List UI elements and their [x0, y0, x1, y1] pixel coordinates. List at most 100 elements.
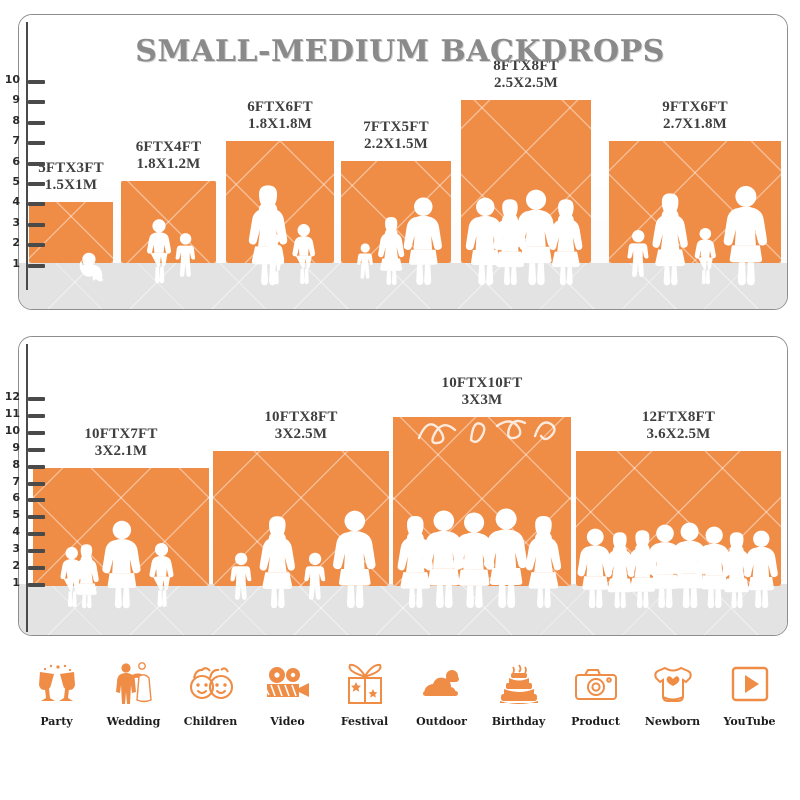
backdrop-size-bar: [609, 140, 781, 285]
y-axis-tick: [28, 549, 45, 554]
y-axis-tick-label: 7: [12, 134, 20, 148]
y-axis-tick: [28, 161, 45, 166]
bar-size-label: 6FTX4FT 1.8X1.2M: [101, 139, 236, 173]
bar-size-label: 8FTX8FT 2.5X2.5M: [441, 58, 611, 92]
y-axis-bottom: [26, 344, 28, 632]
icon-cell-festival[interactable]: Festival: [326, 660, 403, 728]
y-axis-tick: [28, 566, 45, 570]
y-axis-top: [26, 22, 28, 290]
y-axis-tick-label: 5: [12, 508, 20, 522]
play-button-icon: [727, 660, 773, 708]
y-axis-tick: [28, 532, 45, 537]
y-axis-tick: [28, 397, 45, 401]
icon-cell-newborn[interactable]: Newborn: [634, 660, 711, 728]
y-axis-tick-label: 3: [12, 542, 20, 556]
page-title: SMALL-MEDIUM BACKDROPS: [135, 34, 665, 69]
y-axis-tick-label: 2: [12, 559, 20, 572]
backdrop-size-bar: [461, 99, 591, 285]
bar-size-meters: 3.6X2.5M: [646, 425, 711, 442]
gift-box-icon: [342, 660, 388, 708]
y-axis-tick: [28, 413, 45, 418]
icon-label: Birthday: [491, 715, 546, 728]
icon-cell-youtube[interactable]: YouTube: [711, 660, 788, 728]
backdrop-size-bar: [29, 201, 113, 282]
y-axis-tick: [28, 243, 45, 248]
y-axis-tick-label: 8: [12, 457, 20, 471]
cloud-hill-icon: [419, 660, 465, 708]
icon-cell-birthday[interactable]: Birthday: [480, 660, 557, 728]
two-kid-faces-icon: [188, 660, 234, 708]
bar-size-label: 10FTX10FT 3X3M: [373, 375, 591, 409]
y-axis-tick: [28, 263, 45, 268]
y-axis-tick-label: 12: [4, 390, 20, 403]
y-axis-tick-label: 1: [12, 256, 20, 270]
icon-label: Newborn: [644, 715, 701, 728]
y-axis-tick: [28, 582, 45, 587]
y-axis-tick: [28, 498, 45, 503]
y-axis-tick: [28, 430, 45, 435]
use-case-icon-strip: Party Wedding Children Vid: [18, 660, 788, 760]
icon-label: YouTube: [723, 715, 776, 728]
backdrop-size-bar: [341, 161, 451, 285]
toasting-glasses-icon: [34, 660, 80, 708]
icon-label: Children: [183, 715, 238, 728]
bar-size-label: 12FTX8FT 3.6X2.5M: [556, 408, 787, 443]
icon-label: Product: [571, 715, 620, 728]
bar-size-meters: 1.8X1.8M: [247, 115, 313, 132]
y-axis-tick: [28, 120, 45, 125]
bar-size-feet: 9FTX6FT: [662, 98, 728, 115]
bar-size-feet: 8FTX8FT: [493, 57, 559, 74]
bar-size-feet: 12FTX8FT: [641, 408, 716, 425]
y-axis-tick: [28, 515, 45, 520]
bar-size-feet: 10FTX10FT: [441, 375, 523, 391]
y-axis-tick-label: 9: [12, 93, 20, 107]
y-axis-tick-label: 4: [12, 195, 20, 209]
backdrop-size-bar: [226, 140, 334, 285]
bar-size-feet: 5FTX3FT: [38, 159, 104, 176]
y-axis-tick-label: 1: [12, 575, 20, 589]
bar-size-label: 9FTX6FT 2.7X1.8M: [589, 98, 787, 133]
movie-camera-icon: [264, 660, 311, 708]
bar-size-meters: 3X2.5M: [274, 425, 328, 442]
y-axis-tick-label: 7: [12, 474, 20, 488]
bar-size-feet: 6FTX6FT: [247, 98, 313, 115]
icon-label: Party: [40, 715, 73, 728]
y-axis-tick: [28, 100, 45, 105]
icon-cell-video[interactable]: Video: [249, 660, 326, 728]
bar-size-meters: 2.2X1.5M: [363, 136, 429, 152]
y-axis-tick: [28, 182, 45, 186]
y-axis-tick-label: 10: [4, 73, 20, 86]
baby-onesie-icon: [650, 660, 696, 708]
y-axis-tick-label: 6: [12, 154, 20, 168]
icon-label: Outdoor: [416, 715, 467, 728]
icon-cell-product[interactable]: Product: [557, 660, 634, 728]
y-axis-tick-label: 3: [12, 215, 20, 229]
icon-cell-wedding[interactable]: Wedding: [95, 660, 172, 728]
bar-size-label: 10FTX7FT 3X2.1M: [19, 426, 229, 460]
bar-size-feet: 10FTX8FT: [264, 408, 338, 425]
icon-cell-children[interactable]: Children: [172, 660, 249, 728]
y-axis-tick-label: 8: [12, 113, 20, 127]
y-axis-tick-label: 5: [12, 175, 20, 188]
y-axis-tick: [28, 141, 45, 146]
bar-size-meters: 2.7X1.8M: [662, 115, 728, 132]
bar-size-label: 7FTX5FT 2.2X1.5M: [321, 119, 471, 153]
y-axis-tick: [28, 447, 45, 452]
backdrop-size-bar: [393, 417, 571, 608]
y-axis-tick-label: 11: [4, 406, 20, 420]
y-axis-tick: [28, 80, 45, 84]
icon-label: Wedding: [106, 715, 161, 728]
y-axis-tick-label: 6: [12, 491, 20, 505]
bar-size-feet: 6FTX4FT: [135, 139, 202, 156]
y-axis-tick-label: 10: [4, 423, 20, 437]
chart-floor-top: [19, 263, 787, 309]
bar-size-meters: 3X3M: [461, 392, 503, 408]
bar-size-meters: 1.8X1.2M: [136, 156, 201, 173]
icon-cell-outdoor[interactable]: Outdoor: [403, 660, 480, 728]
icon-cell-party[interactable]: Party: [18, 660, 95, 728]
birthday-cake-icon: [496, 660, 542, 708]
bar-size-label: 5FTX3FT 1.5X1M: [19, 159, 133, 194]
y-axis-tick: [28, 222, 45, 227]
backdrop-size-bar: [576, 450, 781, 608]
